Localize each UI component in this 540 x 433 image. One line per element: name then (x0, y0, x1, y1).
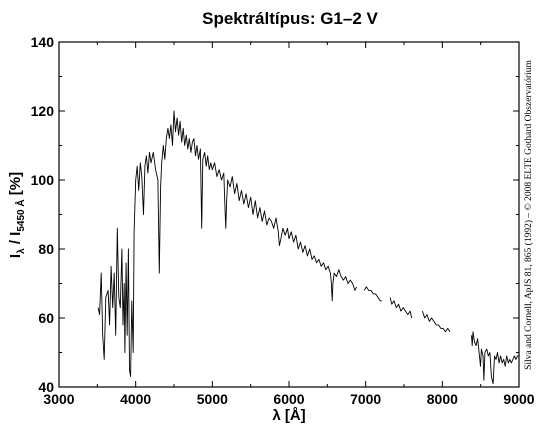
y-axis-label-tail: [%] (7, 172, 24, 200)
x-tick-label: 7000 (350, 391, 381, 407)
source-credit: Silva and Cornell, ApJS 81, 865 (1992) –… (523, 60, 534, 370)
y-tick-labels: 40 60 80 100 120 140 (31, 34, 55, 395)
y-tick-label: 100 (31, 172, 55, 188)
spectrum-line-segment (389, 297, 413, 319)
x-tick-label: 6000 (273, 391, 304, 407)
x-tick-label: 3000 (43, 391, 74, 407)
x-tick-label: 9000 (503, 391, 534, 407)
axis-ticks (58, 41, 520, 388)
x-tick-labels: 3000 4000 5000 6000 7000 8000 9000 (43, 391, 534, 407)
y-axis-label-sub2: 5450 Å (14, 199, 27, 231)
y-tick-label: 140 (31, 34, 55, 50)
y-axis-label-main: I (7, 254, 24, 258)
y-axis-label: Iλ / I5450 Å [%] (7, 172, 27, 258)
spectrum-series (97, 110, 519, 385)
y-axis-label-mid: / I (7, 232, 24, 249)
spectrum-line-segment (97, 110, 357, 378)
y-tick-label: 60 (38, 310, 54, 326)
y-tick-label: 40 (38, 379, 54, 395)
x-tick-label: 4000 (120, 391, 151, 407)
spectrum-line-segment (363, 286, 382, 302)
plot-border (58, 41, 520, 388)
spectrum-line-segment (421, 310, 451, 333)
y-tick-label: 120 (31, 103, 55, 119)
chart-title: Spektráltípus: G1–2 V (202, 9, 378, 28)
y-axis-label-sub1: λ (16, 248, 27, 254)
y-tick-label: 80 (38, 241, 54, 257)
x-tick-label: 8000 (427, 391, 458, 407)
spectrum-line-segment (471, 331, 519, 385)
x-axis-label: λ [Å] (272, 407, 305, 424)
plot-area (58, 41, 520, 388)
x-tick-label: 5000 (197, 391, 228, 407)
